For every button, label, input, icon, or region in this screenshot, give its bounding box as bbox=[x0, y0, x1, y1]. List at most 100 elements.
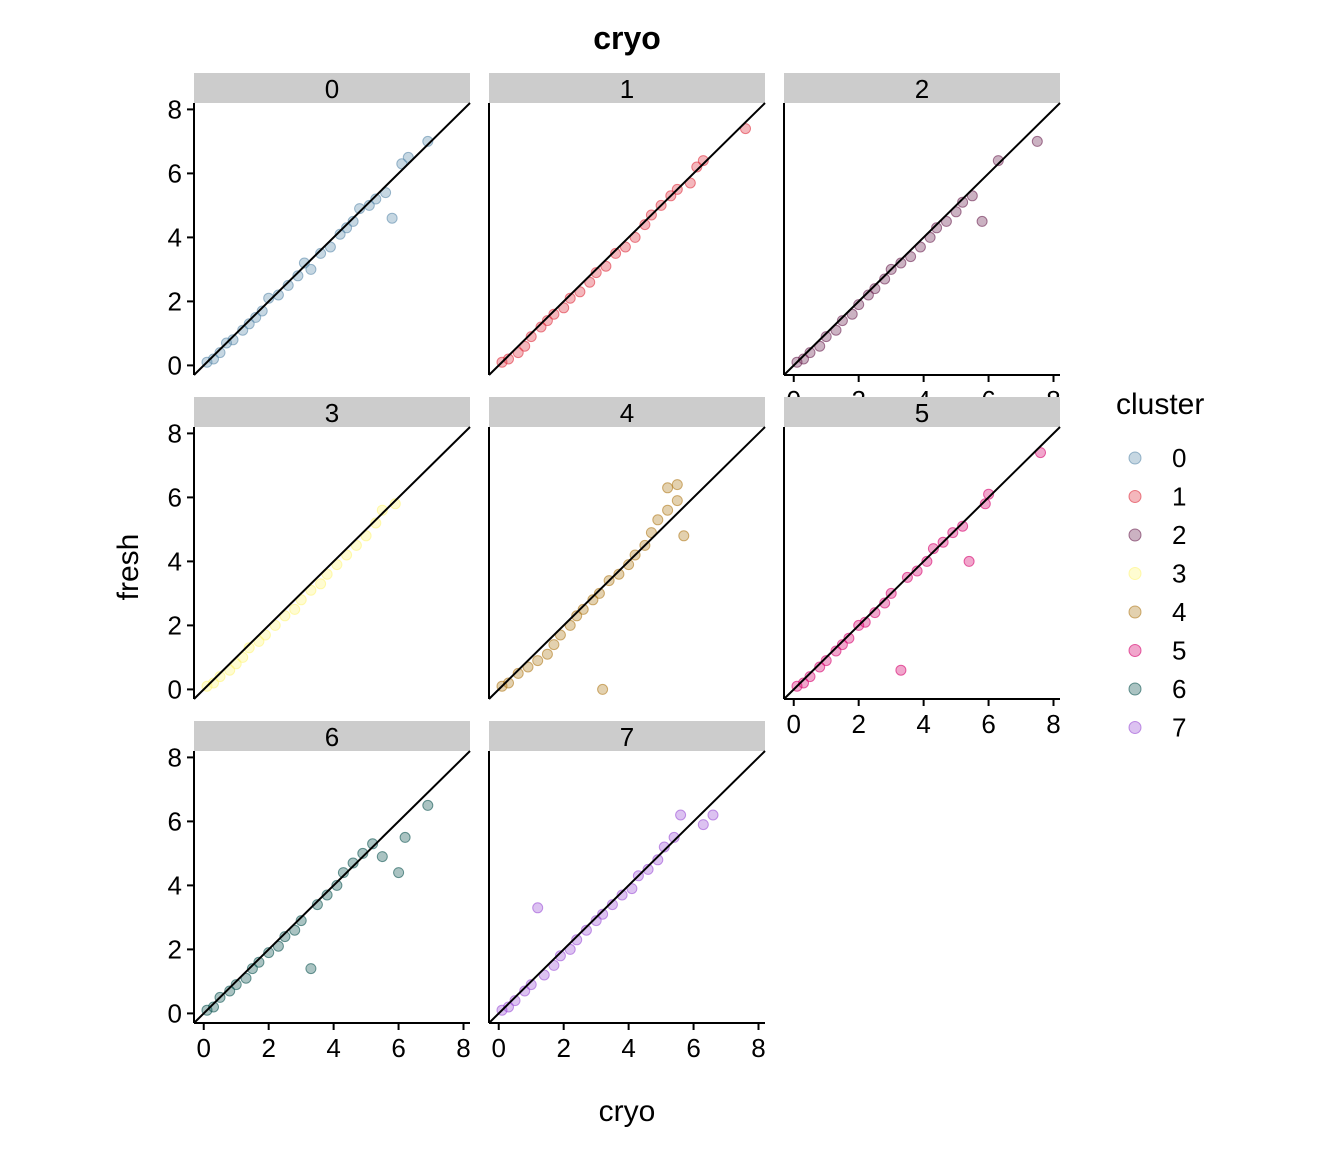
scatter-point bbox=[331, 559, 343, 571]
x-tick-label: 4 bbox=[916, 709, 930, 739]
scatter-point bbox=[298, 257, 310, 269]
identity-line bbox=[193, 750, 471, 1024]
legend-key bbox=[1128, 682, 1142, 696]
legend-key bbox=[1128, 528, 1142, 542]
scatter-point bbox=[321, 889, 333, 901]
scatter-point bbox=[671, 495, 683, 507]
scatter-point bbox=[256, 305, 268, 317]
scatter-point bbox=[671, 479, 683, 491]
scatter-point bbox=[983, 488, 995, 500]
x-tick-label: 0 bbox=[197, 1033, 211, 1063]
legend-item-3: 3 bbox=[1128, 559, 1186, 589]
scatter-point bbox=[564, 619, 576, 631]
scatter-point bbox=[593, 587, 605, 599]
scatter-point bbox=[237, 324, 249, 336]
scatter-point bbox=[360, 530, 372, 542]
legend-key bbox=[1128, 451, 1142, 465]
facet-panel-5: 5 0 2 4 6 8 bbox=[783, 397, 1061, 739]
x-tick-label: 2 bbox=[851, 709, 865, 739]
y-tick-label: 2 bbox=[168, 934, 182, 964]
scatter-point bbox=[370, 517, 382, 529]
scatter-point bbox=[422, 135, 434, 147]
legend-item-4: 4 bbox=[1128, 597, 1186, 627]
legend-item-5: 5 bbox=[1128, 636, 1186, 666]
chart-title: cryo bbox=[593, 20, 661, 56]
scatter-point bbox=[347, 857, 359, 869]
scatter-point bbox=[324, 241, 336, 253]
scatter-point bbox=[577, 603, 589, 615]
x-tick-label: 8 bbox=[1046, 709, 1060, 739]
x-tick-label: 4 bbox=[621, 1033, 635, 1063]
scatter-point bbox=[979, 498, 991, 510]
scatter-points bbox=[791, 135, 1043, 368]
scatter-point bbox=[798, 353, 809, 365]
scatter-point bbox=[386, 212, 398, 224]
scatter-point bbox=[675, 809, 687, 821]
scatter-point bbox=[230, 979, 242, 991]
scatter-point bbox=[279, 931, 291, 943]
scatter-point bbox=[532, 655, 544, 667]
scatter-point bbox=[798, 677, 809, 689]
legend-title: cluster bbox=[1116, 388, 1204, 421]
scatter-point bbox=[957, 520, 969, 532]
y-tick-label: 0 bbox=[168, 998, 182, 1028]
scatter-point bbox=[541, 648, 553, 660]
scatter-point bbox=[357, 847, 369, 859]
facet-strip bbox=[784, 397, 1060, 427]
scatter-point bbox=[208, 353, 219, 365]
scatter-point bbox=[337, 867, 349, 879]
y-tick-label: 8 bbox=[168, 418, 182, 448]
scatter-point bbox=[354, 203, 366, 215]
identity-line bbox=[193, 426, 471, 700]
legend-key bbox=[1128, 721, 1142, 734]
facet-strip bbox=[784, 73, 1060, 103]
scatter-point bbox=[535, 321, 547, 333]
scatter-point bbox=[976, 215, 988, 227]
scatter-point bbox=[240, 972, 252, 984]
scatter-point bbox=[914, 241, 926, 253]
scatter-point bbox=[992, 155, 1004, 167]
legend-key bbox=[1128, 567, 1142, 580]
scatter-point bbox=[246, 963, 258, 975]
legend-label: 1 bbox=[1172, 482, 1186, 512]
scatter-point bbox=[541, 315, 553, 327]
scatter-point bbox=[836, 639, 848, 651]
facet-strip-label: 6 bbox=[325, 722, 339, 752]
scatter-point bbox=[590, 915, 602, 927]
scatter-point bbox=[564, 292, 576, 304]
scatter-point bbox=[422, 799, 434, 811]
y-tick-label: 2 bbox=[168, 610, 182, 640]
scatter-point bbox=[678, 530, 690, 542]
scatter-point bbox=[334, 228, 346, 240]
scatter-point bbox=[554, 950, 566, 962]
scatter-point bbox=[399, 831, 411, 843]
scatter-point bbox=[315, 578, 327, 590]
x-axis-label: cryo bbox=[599, 1095, 656, 1128]
legend-label: 2 bbox=[1172, 520, 1186, 550]
scatter-point bbox=[597, 908, 609, 920]
scatter-point bbox=[347, 215, 359, 227]
scatter-point bbox=[402, 151, 414, 163]
y-axis-label: fresh bbox=[112, 534, 145, 601]
x-tick-label: 4 bbox=[326, 1033, 340, 1063]
scatter-point bbox=[341, 222, 353, 234]
scatter-points bbox=[496, 123, 751, 368]
scatter-point bbox=[315, 247, 327, 259]
legend-label: 4 bbox=[1172, 597, 1186, 627]
identity-line bbox=[783, 102, 1061, 376]
scatter-point bbox=[558, 302, 570, 314]
facet-strip bbox=[489, 397, 765, 427]
scatter-point bbox=[564, 943, 576, 955]
legend-label: 5 bbox=[1172, 636, 1186, 666]
y-tick-label: 4 bbox=[168, 546, 182, 576]
x-tick-label: 8 bbox=[456, 1033, 470, 1063]
scatter-point bbox=[525, 331, 537, 343]
legend-label: 6 bbox=[1172, 674, 1186, 704]
scatter-point bbox=[691, 161, 703, 173]
y-tick-label: 8 bbox=[168, 742, 182, 772]
x-tick-label: 6 bbox=[391, 1033, 405, 1063]
scatter-point bbox=[619, 241, 631, 253]
scatter-points bbox=[201, 799, 434, 1016]
scatter-point bbox=[214, 347, 226, 359]
